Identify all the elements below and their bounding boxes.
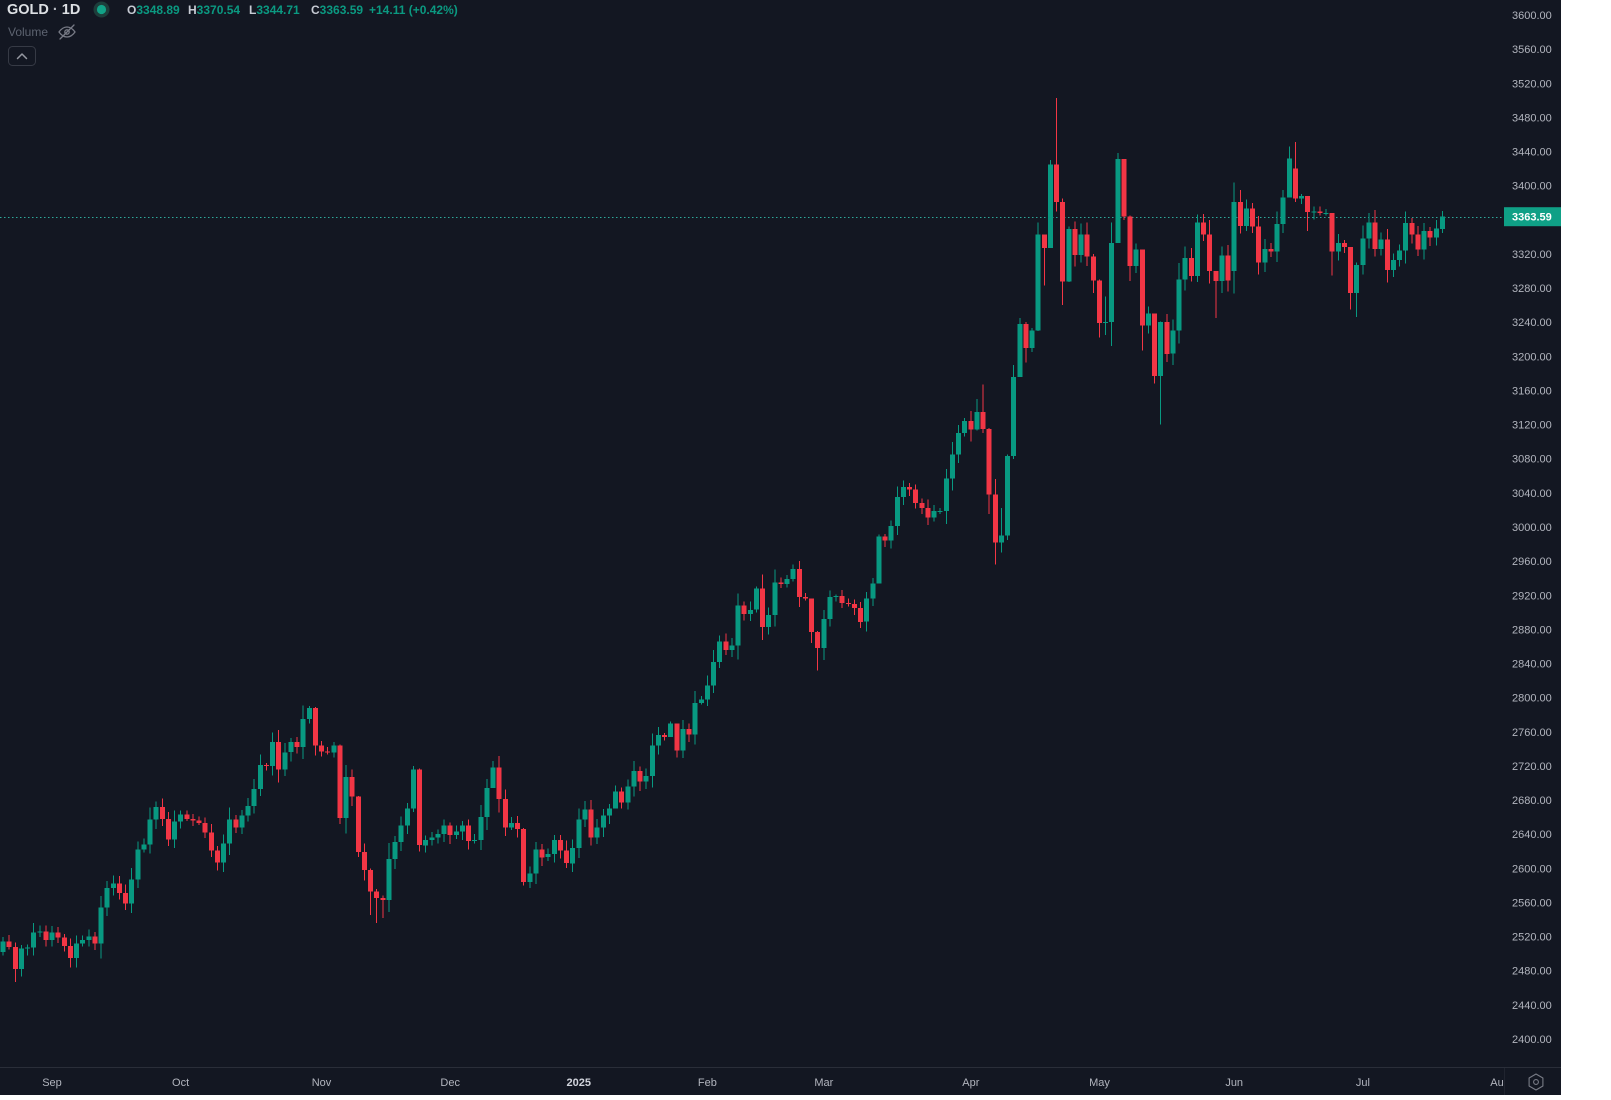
svg-text:2800.00: 2800.00 bbox=[1512, 693, 1552, 705]
svg-text:2840.00: 2840.00 bbox=[1512, 659, 1552, 671]
svg-text:L3344.71: L3344.71 bbox=[249, 3, 300, 17]
svg-text:Jun: Jun bbox=[1225, 1077, 1243, 1089]
svg-text:3400.00: 3400.00 bbox=[1512, 181, 1552, 193]
svg-text:3200.00: 3200.00 bbox=[1512, 351, 1552, 363]
svg-text:3600.00: 3600.00 bbox=[1512, 10, 1552, 22]
svg-text:2880.00: 2880.00 bbox=[1512, 624, 1552, 636]
svg-text:3363.59: 3363.59 bbox=[1512, 212, 1552, 224]
svg-text:Sep: Sep bbox=[42, 1077, 62, 1089]
svg-text:Volume: Volume bbox=[8, 25, 48, 39]
svg-text:2520.00: 2520.00 bbox=[1512, 932, 1552, 944]
svg-text:3120.00: 3120.00 bbox=[1512, 420, 1552, 432]
svg-text:2680.00: 2680.00 bbox=[1512, 795, 1552, 807]
svg-text:2960.00: 2960.00 bbox=[1512, 556, 1552, 568]
svg-text:2025: 2025 bbox=[567, 1077, 591, 1089]
svg-text:H3370.54: H3370.54 bbox=[188, 3, 240, 17]
svg-text:3000.00: 3000.00 bbox=[1512, 522, 1552, 534]
svg-text:Mar: Mar bbox=[814, 1077, 833, 1089]
svg-text:May: May bbox=[1089, 1077, 1110, 1089]
svg-text:2480.00: 2480.00 bbox=[1512, 966, 1552, 978]
svg-text:3240.00: 3240.00 bbox=[1512, 317, 1552, 329]
svg-text:GOLD · 1D: GOLD · 1D bbox=[7, 2, 80, 18]
svg-text:Jul: Jul bbox=[1356, 1077, 1370, 1089]
svg-text:3280.00: 3280.00 bbox=[1512, 283, 1552, 295]
svg-text:2400.00: 2400.00 bbox=[1512, 1034, 1552, 1046]
svg-text:2640.00: 2640.00 bbox=[1512, 829, 1552, 841]
svg-text:3520.00: 3520.00 bbox=[1512, 78, 1552, 90]
svg-text:3320.00: 3320.00 bbox=[1512, 249, 1552, 261]
svg-text:2440.00: 2440.00 bbox=[1512, 1000, 1552, 1012]
svg-text:2920.00: 2920.00 bbox=[1512, 590, 1552, 602]
svg-text:2560.00: 2560.00 bbox=[1512, 898, 1552, 910]
svg-text:Nov: Nov bbox=[312, 1077, 332, 1089]
svg-text:3040.00: 3040.00 bbox=[1512, 488, 1552, 500]
svg-text:Dec: Dec bbox=[440, 1077, 460, 1089]
svg-text:Feb: Feb bbox=[698, 1077, 717, 1089]
svg-text:3160.00: 3160.00 bbox=[1512, 386, 1552, 398]
svg-text:3080.00: 3080.00 bbox=[1512, 454, 1552, 466]
svg-text:2720.00: 2720.00 bbox=[1512, 761, 1552, 773]
svg-text:Oct: Oct bbox=[172, 1077, 189, 1089]
svg-text:Au: Au bbox=[1490, 1077, 1503, 1089]
svg-text:C3363.59: C3363.59 bbox=[311, 3, 363, 17]
svg-text:3560.00: 3560.00 bbox=[1512, 44, 1552, 56]
svg-text:2760.00: 2760.00 bbox=[1512, 727, 1552, 739]
svg-text:Apr: Apr bbox=[962, 1077, 979, 1089]
svg-text:3480.00: 3480.00 bbox=[1512, 112, 1552, 124]
svg-text:3440.00: 3440.00 bbox=[1512, 147, 1552, 159]
svg-text:2600.00: 2600.00 bbox=[1512, 863, 1552, 875]
svg-text:+14.11 (+0.42%): +14.11 (+0.42%) bbox=[369, 3, 458, 17]
svg-text:O3348.89: O3348.89 bbox=[127, 3, 180, 17]
